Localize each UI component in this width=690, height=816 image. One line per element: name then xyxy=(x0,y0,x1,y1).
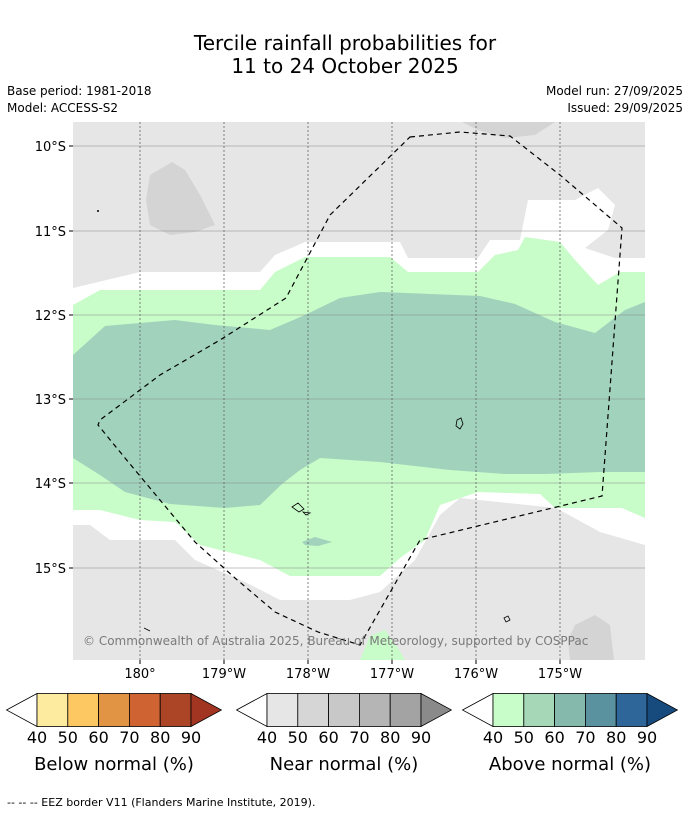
colorbar-segment xyxy=(492,693,525,727)
lon-label-175w: 175°W xyxy=(538,667,582,682)
colorbar-tick-label: 90 xyxy=(636,728,658,747)
lat-label-15s: 15°S xyxy=(35,562,66,577)
colorbar-segment xyxy=(554,693,586,727)
lon-label-180: 180° xyxy=(124,667,155,682)
colorbar-segment xyxy=(98,693,130,727)
colorbar-tick-label: 40 xyxy=(26,728,48,747)
latitude-gridlines xyxy=(73,145,645,569)
colorbar-tick-label: 80 xyxy=(380,728,401,747)
colorbar-low-extension xyxy=(235,692,268,728)
colorbar-low-extension xyxy=(5,692,38,728)
model-run: Model run: 27/09/2025 xyxy=(545,84,683,98)
colorbar-tick-label: 80 xyxy=(606,728,627,747)
colorbar-tick-label: 70 xyxy=(349,728,370,747)
probability-map: 10°S 11°S 12°S 13°S 14°S 15°S 180° 179°W… xyxy=(35,122,645,682)
copyright-notice: © Commonwealth of Australia 2025, Bureau… xyxy=(83,634,588,648)
colorbar-tick-label: 60 xyxy=(318,728,339,747)
lon-label-179w: 179°W xyxy=(202,667,246,682)
issued-date: Issued: 29/09/2025 xyxy=(567,101,683,115)
chart-title-line1: Tercile rainfall probabilities for xyxy=(193,31,497,55)
island-dot xyxy=(97,210,99,212)
lon-label-178w: 178°W xyxy=(286,667,330,682)
chart-title-line2: 11 to 24 October 2025 xyxy=(231,54,459,78)
island-outline xyxy=(455,417,464,430)
colorbar-low-extension xyxy=(461,692,494,728)
model-name: Model: ACCESS-S2 xyxy=(7,101,119,115)
eez-border xyxy=(97,131,623,646)
colorbar-graphic xyxy=(5,692,223,728)
island-outline xyxy=(503,615,511,623)
colorbar-segment xyxy=(389,693,422,727)
colorbar-segment xyxy=(523,693,555,727)
colorbar-tick-label: 60 xyxy=(544,728,565,747)
colorbar-graphic xyxy=(235,692,453,728)
below-normal-colorbar xyxy=(5,692,223,728)
axis-ticks xyxy=(69,145,561,664)
above-normal-50-60-region xyxy=(73,292,645,508)
above-normal-40-50-patch xyxy=(360,630,405,660)
colorbar-tick-label: 70 xyxy=(119,728,140,747)
colorbar-segment xyxy=(585,693,617,727)
island-outline xyxy=(291,502,312,516)
longitude-gridlines xyxy=(139,122,561,660)
colorbar-tick-label: 50 xyxy=(57,728,78,747)
colorbar-tick-label: 50 xyxy=(287,728,308,747)
colorbar-tick-label: 40 xyxy=(256,728,278,747)
lat-label-14s: 14°S xyxy=(35,477,66,492)
colorbar-segment xyxy=(615,693,648,727)
colorbar-tick-label: 90 xyxy=(410,728,432,747)
colorbar-tick-label: 80 xyxy=(150,728,171,747)
colorbar-segment xyxy=(67,693,99,727)
colorbar-segment xyxy=(266,693,299,727)
base-period: Base period: 1981-2018 xyxy=(7,84,152,98)
lat-label-12s: 12°S xyxy=(35,309,66,324)
near-normal-50-patch xyxy=(568,615,614,660)
near-normal-colorbar xyxy=(235,692,453,728)
near-normal-label: Near normal (%) xyxy=(269,754,419,775)
colorbar-high-extension xyxy=(190,692,223,728)
lon-label-176w: 176°W xyxy=(454,667,498,682)
eez-footnote: -- -- -- EEZ border V11 (Flanders Marine… xyxy=(7,796,316,809)
colorbar-segment xyxy=(297,693,329,727)
colorbar-tick-label: 70 xyxy=(575,728,596,747)
lat-label-10s: 10°S xyxy=(35,140,66,155)
below-normal-label: Below normal (%) xyxy=(34,754,194,775)
colorbar-tick-label: 90 xyxy=(180,728,202,747)
colorbar-segment xyxy=(36,693,69,727)
colorbar-tick-label: 60 xyxy=(88,728,109,747)
near-normal-50-patch xyxy=(146,162,215,235)
colorbar-segment xyxy=(129,693,161,727)
colorbar-tick-label: 40 xyxy=(482,728,504,747)
above-normal-label: Above normal (%) xyxy=(488,754,652,775)
colorbar-high-extension xyxy=(420,692,453,728)
island-outline xyxy=(143,627,151,632)
colorbar-graphic xyxy=(461,692,679,728)
near-normal-50-patch xyxy=(462,122,555,138)
lat-label-11s: 11°S xyxy=(35,225,66,240)
lat-label-13s: 13°S xyxy=(35,393,66,408)
lon-label-177w: 177°W xyxy=(370,667,414,682)
above-normal-colorbar xyxy=(461,692,679,728)
colorbar-segment xyxy=(328,693,360,727)
colorbar-tick-label: 50 xyxy=(513,728,534,747)
above-normal-50-60-patch xyxy=(302,537,332,546)
colorbar-segment xyxy=(159,693,192,727)
colorbar-high-extension xyxy=(646,692,679,728)
colorbar-segment xyxy=(359,693,391,727)
